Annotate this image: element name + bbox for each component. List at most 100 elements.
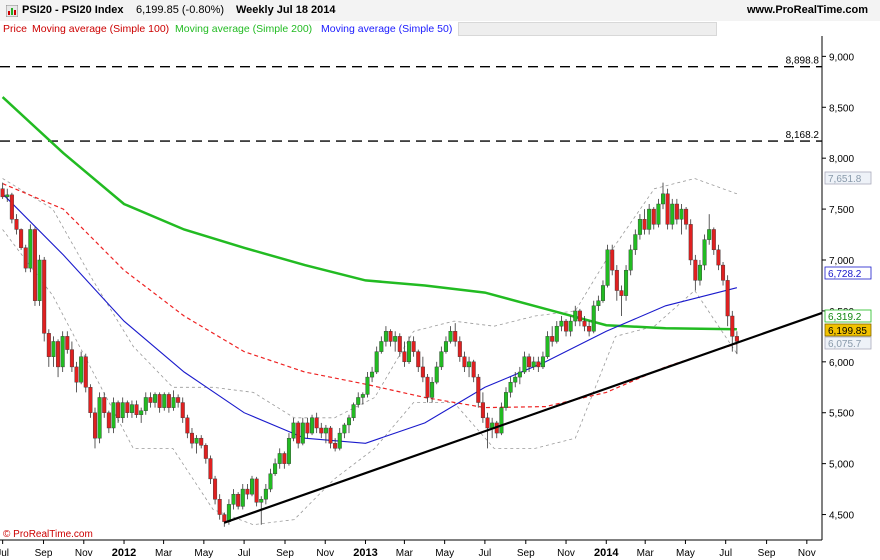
candle-body xyxy=(596,300,601,307)
candle-body xyxy=(180,402,185,419)
candle-body xyxy=(716,249,721,266)
candle-body xyxy=(531,361,536,368)
sma50-line xyxy=(2,193,738,444)
candle-body xyxy=(134,404,139,415)
legend-sma100[interactable]: Moving average (Simple 100) xyxy=(32,23,170,35)
candle-body xyxy=(480,402,485,419)
candle-body xyxy=(550,336,555,342)
price-badge xyxy=(824,309,872,323)
candle-body xyxy=(199,437,204,446)
candle-body xyxy=(69,349,74,368)
x-tick-label: Sep xyxy=(517,548,535,559)
candle-body xyxy=(83,356,88,388)
candle-body xyxy=(286,437,291,464)
candle-body xyxy=(554,325,559,342)
candle-body xyxy=(116,402,121,419)
candle-body xyxy=(268,473,273,490)
candle-body xyxy=(166,394,171,408)
candle-body xyxy=(674,203,679,220)
candle-body xyxy=(503,392,508,408)
candle-body xyxy=(32,229,37,301)
price-badge xyxy=(824,336,872,350)
candle-body xyxy=(217,499,222,515)
price-badge xyxy=(824,171,872,185)
candle-body xyxy=(5,194,10,198)
candle-body xyxy=(402,351,407,363)
candle-body xyxy=(185,417,190,434)
candle-body xyxy=(453,331,458,342)
candle-body xyxy=(647,208,652,230)
envelope-lower-line xyxy=(2,229,738,526)
price-badge xyxy=(824,266,872,280)
x-tick-label: May xyxy=(435,548,454,559)
candle-body xyxy=(425,376,430,398)
candle-body xyxy=(143,397,148,411)
candle-body xyxy=(346,417,351,426)
website-label[interactable]: www.ProRealTime.com xyxy=(747,4,869,16)
candle-body xyxy=(527,356,532,368)
candle-body xyxy=(23,247,28,269)
legend-sma50[interactable]: Moving average (Simple 50) xyxy=(321,23,453,35)
candle-body xyxy=(37,259,42,301)
candle-body xyxy=(213,478,218,500)
candle-body xyxy=(397,336,402,352)
y-tick-label: 8,000 xyxy=(829,154,854,165)
candle-body xyxy=(162,394,167,408)
candle-body xyxy=(462,356,467,368)
candle-body xyxy=(624,269,629,296)
candle-body xyxy=(665,193,670,225)
candle-body xyxy=(434,366,439,383)
x-tick-label: Jul xyxy=(0,548,9,559)
candle-body xyxy=(416,351,421,368)
candle-body xyxy=(688,224,693,261)
price-badge-label: 6,199.85 xyxy=(828,326,867,337)
candle-body xyxy=(176,397,181,403)
candle-body xyxy=(194,437,199,444)
legend-sma200[interactable]: Moving average (Simple 200) xyxy=(175,23,313,35)
candle-body xyxy=(19,229,24,248)
candle-body xyxy=(693,259,698,281)
watermark-label: © ProRealTime.com xyxy=(3,529,93,540)
candle-body xyxy=(508,381,513,393)
candle-body xyxy=(0,188,5,198)
candle-body xyxy=(120,402,125,419)
candle-body xyxy=(351,404,356,419)
candle-body xyxy=(342,424,347,434)
candle-body xyxy=(356,397,361,405)
candle-body xyxy=(88,387,93,413)
envelope-upper-line xyxy=(2,178,738,419)
candle-body xyxy=(734,336,739,342)
price-badge-label: 6,075.7 xyxy=(828,339,862,350)
candle-body xyxy=(388,331,393,342)
y-tick-label: 7,500 xyxy=(829,205,854,216)
y-tick-label: 7,000 xyxy=(829,256,854,267)
candle-body xyxy=(92,412,97,439)
candle-body xyxy=(259,499,264,503)
candle-body xyxy=(46,333,51,357)
candle-body xyxy=(697,264,702,281)
candle-body xyxy=(240,488,245,507)
candle-body xyxy=(328,427,333,444)
candle-body xyxy=(707,229,712,240)
candle-body xyxy=(65,336,70,350)
x-tick-label: Sep xyxy=(35,548,53,559)
candle-body xyxy=(684,208,689,225)
x-tick-label: 2013 xyxy=(353,547,377,559)
candle-body xyxy=(139,410,144,415)
candle-body xyxy=(273,463,278,475)
candle-body xyxy=(379,341,384,352)
x-tick-label: Jul xyxy=(238,548,251,559)
legend-price[interactable]: Price xyxy=(3,23,27,35)
y-tick-label: 9,000 xyxy=(829,52,854,63)
indicator-legend: Price Moving average (Simple 100) Moving… xyxy=(0,21,880,36)
candle-body xyxy=(517,371,522,378)
candle-body xyxy=(513,376,518,383)
candle-body xyxy=(600,285,605,301)
candle-body xyxy=(153,394,158,403)
candle-body xyxy=(443,341,448,352)
candle-body xyxy=(277,453,282,464)
x-tick-label: Nov xyxy=(316,548,334,559)
candle-body xyxy=(536,361,541,368)
candle-body xyxy=(679,208,684,220)
x-tick-label: 2014 xyxy=(594,547,619,559)
